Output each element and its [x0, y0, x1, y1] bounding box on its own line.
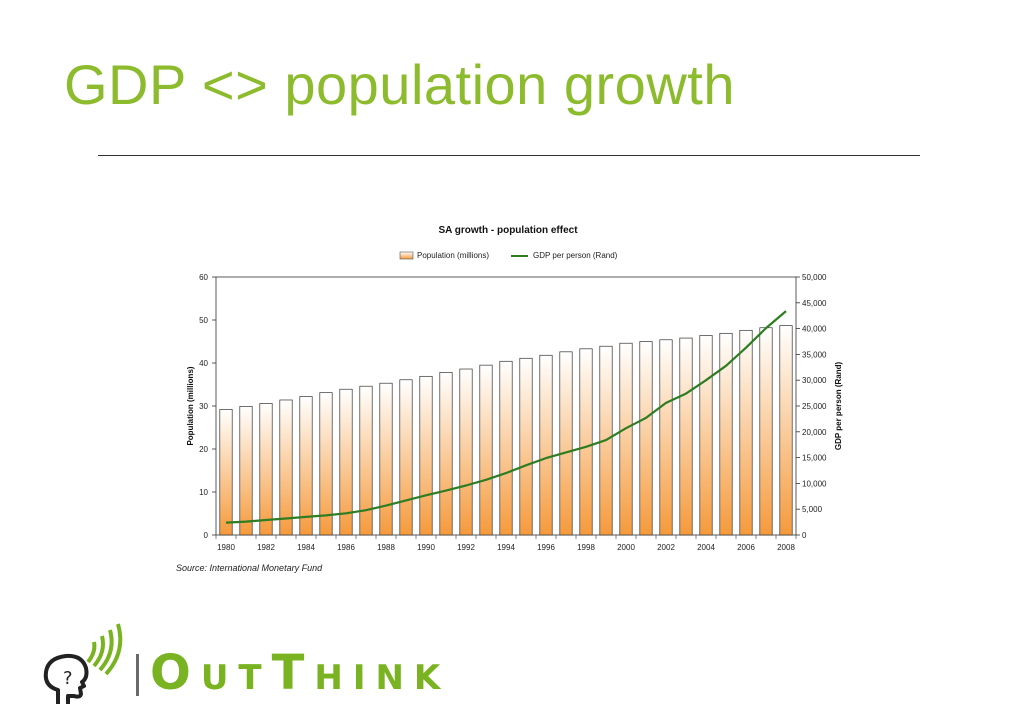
y2-tick-label: 30,000: [802, 376, 827, 385]
slide-title: GDP <> population growth: [64, 53, 735, 116]
y2-tick-label: 20,000: [802, 428, 827, 437]
y2-tick-label: 25,000: [802, 402, 827, 411]
y2-tick-label: 45,000: [802, 299, 827, 308]
x-tick-label: 1982: [257, 543, 275, 552]
population-bar: [219, 409, 233, 536]
chart-title: SA growth - population effect: [438, 225, 578, 236]
y-tick-label: 10: [199, 488, 208, 497]
population-bar: [279, 399, 293, 536]
population-bar: [419, 375, 433, 536]
population-bar: [639, 341, 653, 536]
x-tick-label: 1984: [297, 543, 315, 552]
y2-tick-label: 15,000: [802, 454, 827, 463]
population-bar: [239, 406, 253, 536]
y-tick-label: 60: [199, 273, 208, 282]
population-bar: [459, 368, 473, 536]
y-tick-label: 50: [199, 316, 208, 325]
legend-label-population: Population (millions): [417, 251, 489, 260]
population-bar: [299, 396, 313, 536]
y-axis-label: Population (millions): [186, 366, 195, 445]
population-bar: [719, 332, 733, 536]
gdp-line: [225, 310, 787, 524]
population-bar: [619, 342, 633, 536]
wordmark-hink: HINK: [314, 658, 451, 698]
plot-area: 0 10 20 30 40 50 60 0 5,000 10,000 15,000 20,000 25,…: [199, 273, 827, 552]
population-bar: [339, 388, 353, 536]
y-tick-label: 40: [199, 359, 208, 368]
chart-legend: Population (millions) GDP per person (Ra…: [399, 251, 618, 260]
population-bar: [559, 351, 573, 536]
x-tick-label: 2000: [617, 543, 635, 552]
y2-axis-label: GDP per person (Rand): [834, 362, 843, 451]
population-bar: [499, 360, 513, 536]
x-tick-label: 1986: [337, 543, 355, 552]
y2-tick-label: 50,000: [802, 273, 827, 282]
x-tick-label: 1980: [217, 543, 235, 552]
x-tick-label: 1988: [377, 543, 395, 552]
population-bar: [659, 339, 673, 536]
wordmark-letter-o: O: [150, 645, 201, 701]
outthink-head-logo-icon: ?: [43, 623, 123, 704]
legend-swatch-population: [399, 251, 414, 260]
wordmark-ut: UT: [200, 658, 272, 698]
population-bar: [699, 335, 713, 536]
outthink-wordmark: OUTTHINK: [150, 648, 450, 698]
x-tick-label: 1992: [457, 543, 475, 552]
population-bar: [359, 385, 373, 536]
population-bar: [259, 403, 273, 536]
sa-growth-chart: SA growth - population effect Population…: [186, 225, 843, 552]
y-tick-label: 30: [199, 402, 208, 411]
y2-tick-label: 10,000: [802, 479, 827, 488]
population-bar: [679, 337, 693, 536]
x-tick-label: 2004: [697, 543, 715, 552]
y-tick-label: 20: [199, 445, 208, 454]
y2-tick-label: 0: [802, 531, 807, 540]
x-tick-label: 2006: [737, 543, 755, 552]
wordmark-letter-t: T: [271, 645, 315, 701]
y-tick-label: 0: [204, 531, 209, 540]
legend-label-gdp: GDP per person (Rand): [533, 251, 618, 260]
x-tick-label: 2002: [657, 543, 675, 552]
population-bar: [379, 382, 393, 536]
population-bar: [319, 392, 333, 536]
population-bar: [739, 329, 753, 536]
x-tick-label: 1998: [577, 543, 595, 552]
population-bar: [539, 354, 553, 536]
population-bar: [439, 372, 453, 536]
population-bar: [479, 364, 493, 536]
population-bar: [519, 357, 533, 536]
title-divider: [98, 155, 920, 156]
population-bar: [759, 327, 773, 536]
y2-tick-label: 40,000: [802, 325, 827, 334]
population-bar: [579, 348, 593, 536]
y2-tick-label: 35,000: [802, 350, 827, 359]
x-tick-label: 1996: [537, 543, 555, 552]
y2-tick-label: 5,000: [802, 505, 823, 514]
x-tick-label: 1990: [417, 543, 435, 552]
x-tick-label: 1994: [497, 543, 515, 552]
logo-divider: [136, 654, 139, 696]
source-note: Source: International Monetary Fund: [176, 563, 323, 573]
population-bar: [779, 325, 793, 536]
population-bar: [399, 379, 413, 536]
svg-text:?: ?: [63, 668, 73, 689]
x-tick-label: 2008: [777, 543, 795, 552]
